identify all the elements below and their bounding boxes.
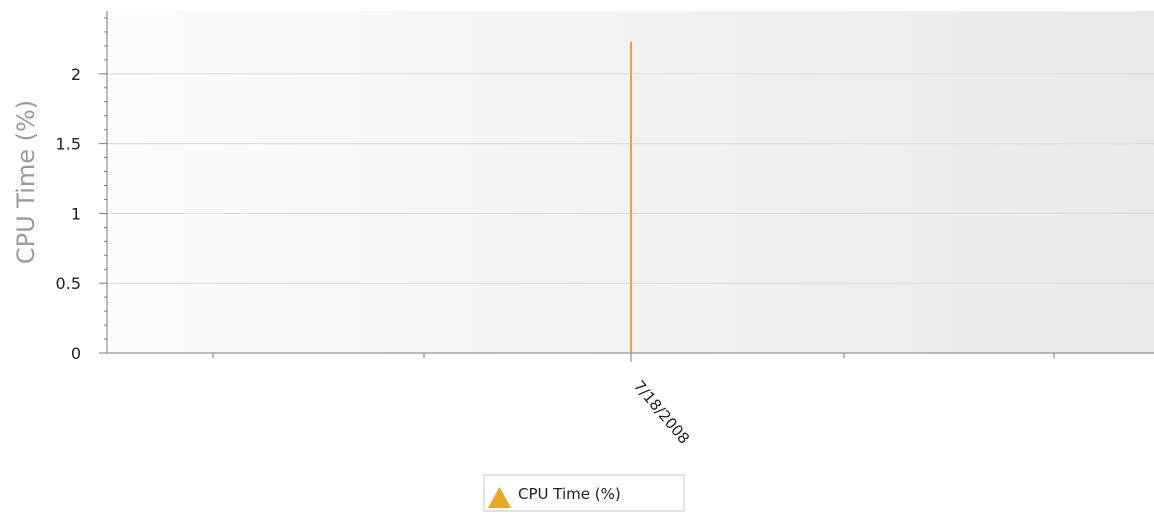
y-axis-title: CPU Time (%): [12, 100, 40, 264]
y-tick-label: 1.5: [56, 135, 81, 154]
y-axis-ticks: 0 0.5 1 1.5 2: [56, 65, 107, 363]
y-tick-label: 1: [71, 204, 81, 223]
legend-triangle-icon: [488, 487, 511, 508]
x-tick-label: 7/18/2008: [630, 377, 693, 447]
legend-box: [483, 474, 685, 512]
legend-label: CPU Time (%): [518, 485, 621, 503]
x-axis-ticks: 7/18/2008: [212, 349, 1055, 447]
legend[interactable]: CPU Time (%): [483, 474, 685, 512]
y-tick-label: 0: [71, 344, 81, 363]
y-tick-label: 2: [71, 65, 81, 84]
y-tick-label: 0.5: [56, 274, 81, 293]
